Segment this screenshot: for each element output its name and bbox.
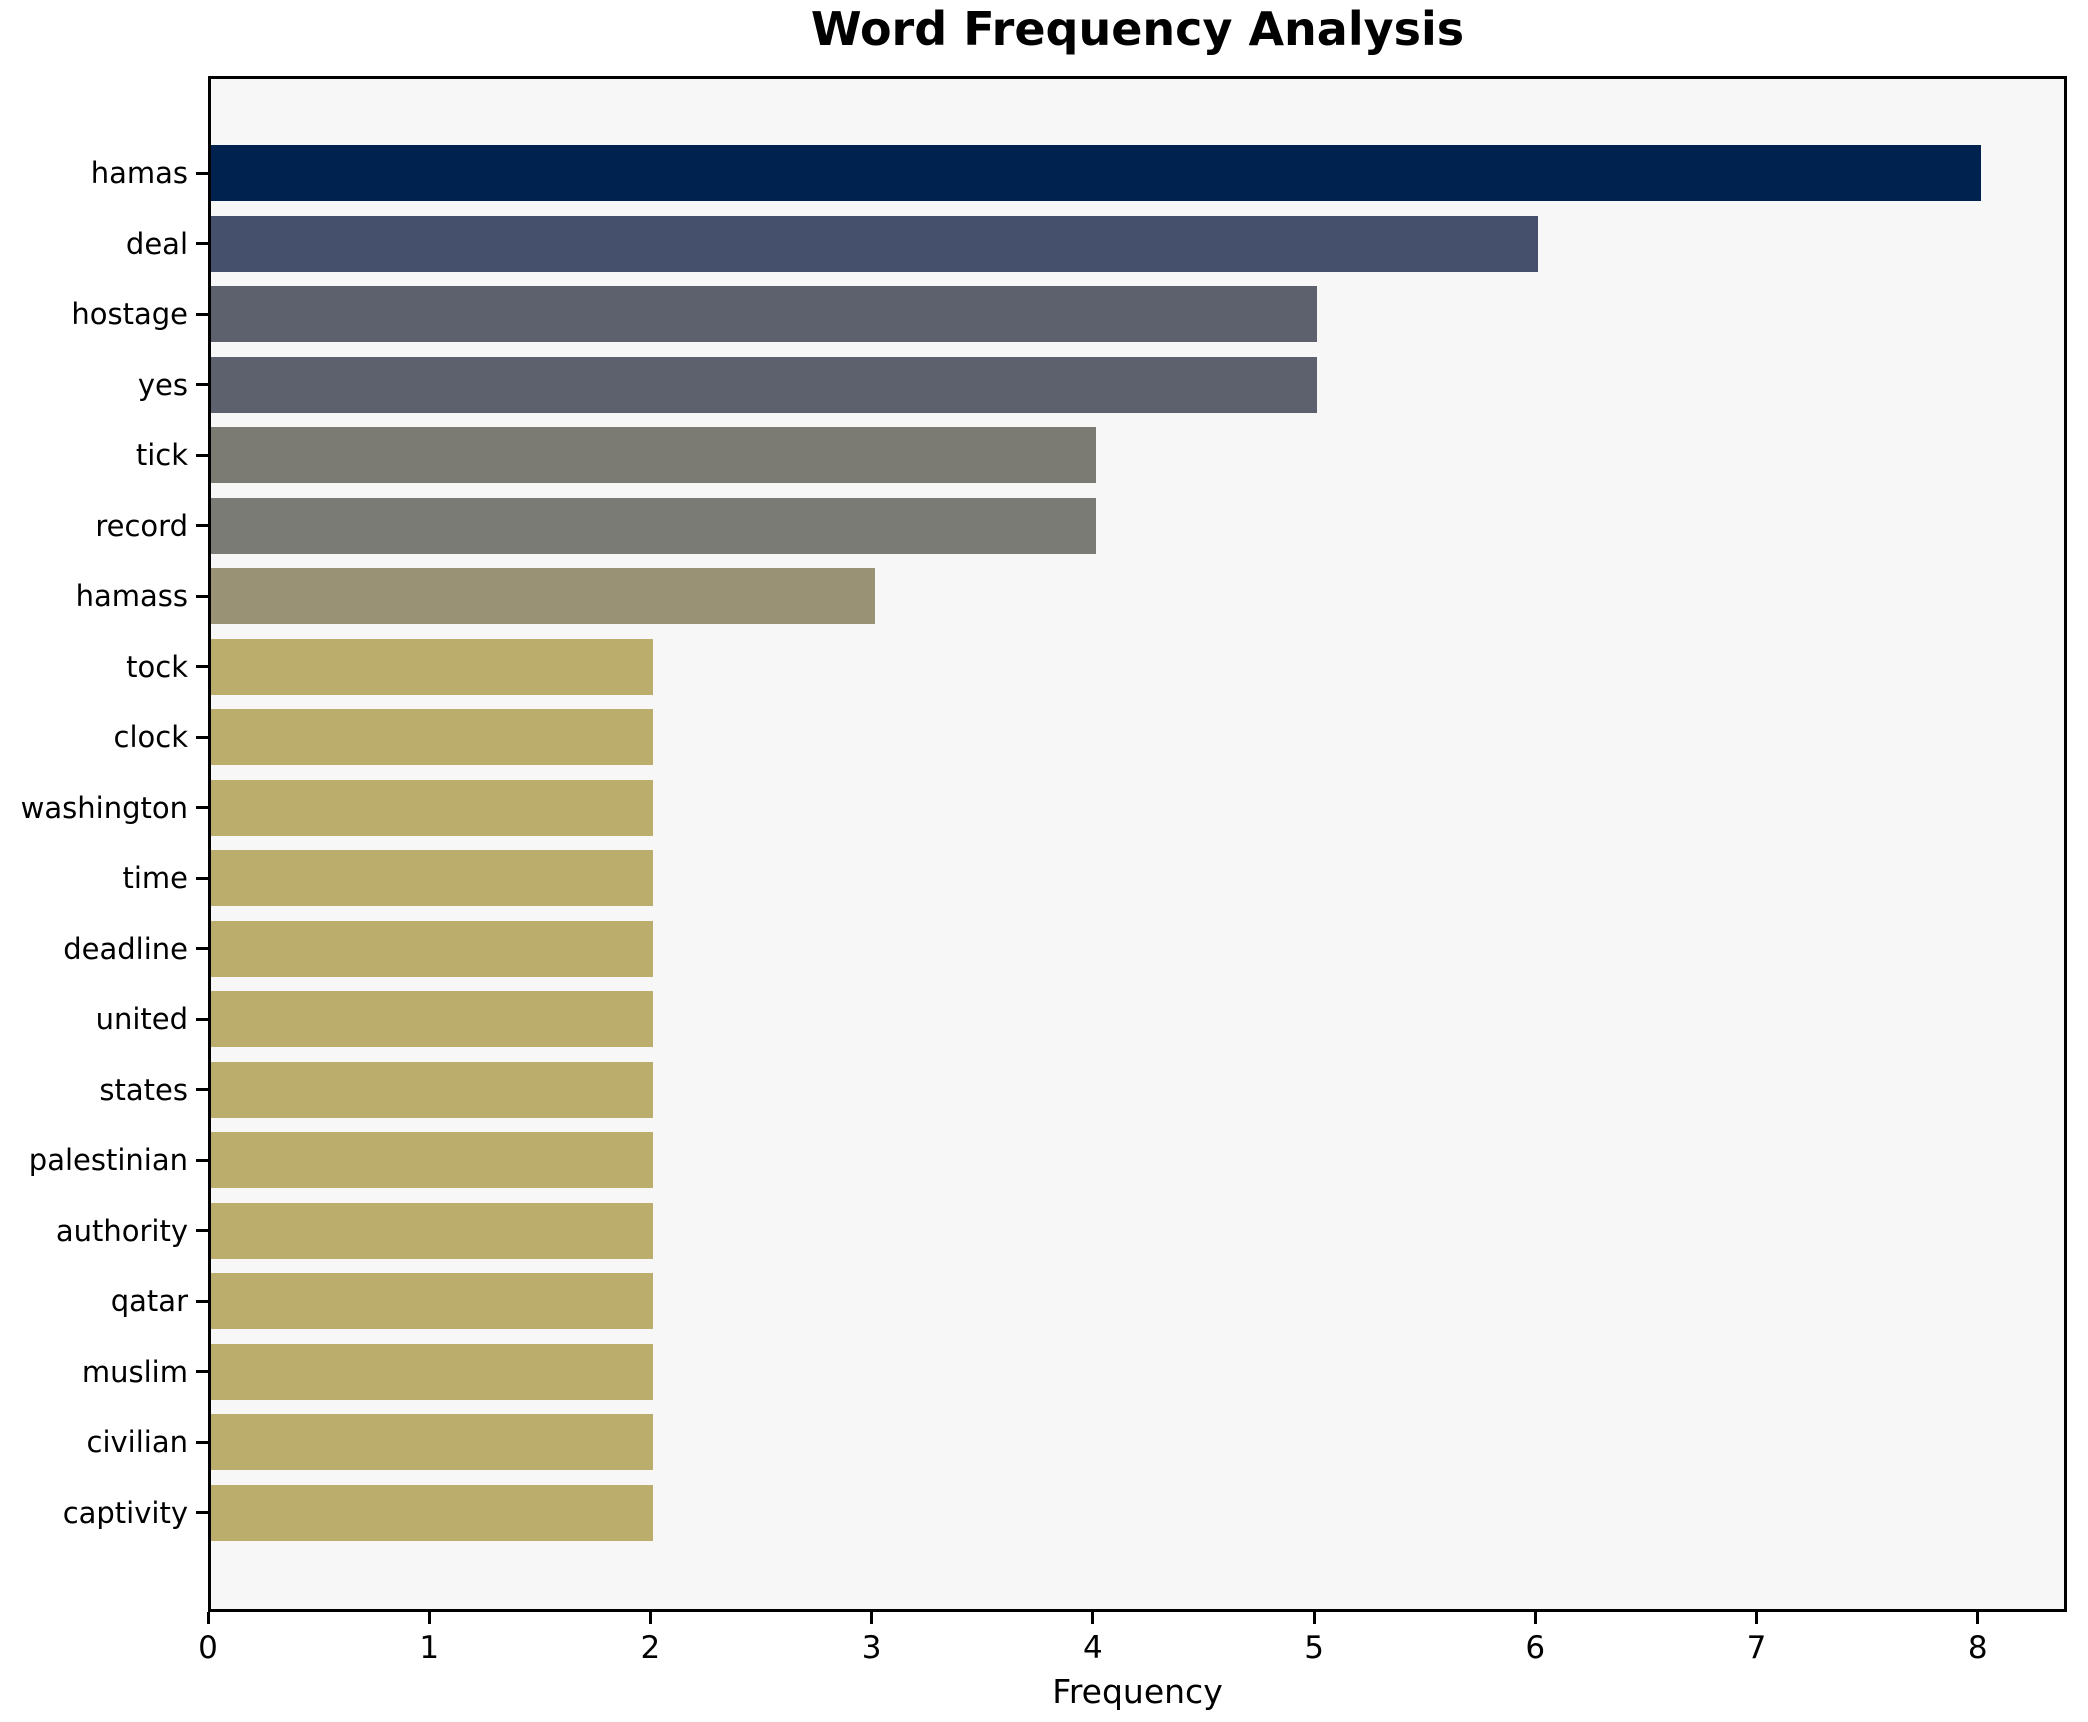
- y-tick-label: tick: [135, 438, 188, 472]
- y-tick-mark: [196, 1370, 208, 1373]
- y-tick-mark: [196, 1017, 208, 1021]
- y-tick-label: washington: [20, 790, 188, 825]
- y-tick-label: civilian: [86, 1425, 189, 1459]
- bar-muslim: [211, 1343, 654, 1400]
- y-tick-mark: [196, 1088, 208, 1091]
- y-tick-label: hamas: [90, 156, 188, 190]
- y-tick-label: united: [95, 1002, 188, 1036]
- x-tick-label: 4: [1082, 1630, 1103, 1666]
- x-tick-mark: [206, 1612, 210, 1624]
- y-tick-mark: [196, 524, 208, 527]
- y-tick-label: yes: [137, 367, 188, 402]
- y-tick-label: deadline: [63, 931, 188, 966]
- x-tick-label: 1: [419, 1630, 440, 1666]
- y-tick-label: qatar: [110, 1284, 188, 1318]
- y-tick-mark: [196, 806, 208, 809]
- y-tick-label: muslim: [81, 1354, 188, 1389]
- x-tick-mark: [648, 1612, 652, 1624]
- x-tick-label: 7: [1746, 1630, 1767, 1666]
- x-axis-label: Frequency: [1052, 1672, 1223, 1711]
- chart-title: Word Frequency Analysis: [810, 2, 1465, 56]
- y-tick-mark: [196, 1299, 208, 1303]
- bar-civilian: [211, 1414, 654, 1470]
- y-tick-label: hamass: [75, 579, 188, 613]
- y-tick-mark: [196, 1440, 208, 1444]
- y-tick-mark: [196, 383, 208, 386]
- bar-yes: [211, 356, 1318, 413]
- y-tick-mark: [196, 453, 208, 457]
- bar-authority: [211, 1202, 654, 1259]
- x-tick-mark: [1755, 1612, 1758, 1624]
- x-tick-label: 2: [640, 1630, 661, 1666]
- bar-hamass: [211, 568, 875, 624]
- x-tick-label: 6: [1525, 1630, 1546, 1666]
- plot-area: [208, 76, 2067, 1612]
- x-tick-label: 5: [1304, 1630, 1324, 1666]
- y-tick-mark: [196, 1158, 208, 1162]
- y-tick-mark: [196, 242, 208, 245]
- y-tick-mark: [196, 1511, 208, 1514]
- bar-states: [211, 1061, 654, 1118]
- y-tick-label: deal: [125, 226, 188, 261]
- x-tick-mark: [1312, 1612, 1316, 1624]
- y-tick-label: captivity: [62, 1495, 188, 1530]
- y-tick-mark: [196, 665, 208, 668]
- y-tick-label: time: [122, 861, 188, 895]
- bar-clock: [211, 709, 654, 765]
- y-tick-label: hostage: [71, 297, 188, 331]
- bar-washington: [211, 779, 654, 836]
- bar-deadline: [211, 920, 654, 977]
- y-tick-label: authority: [55, 1213, 188, 1248]
- x-tick-label: 0: [198, 1630, 218, 1666]
- y-tick-label: states: [99, 1072, 188, 1107]
- bar-palestinian: [211, 1132, 654, 1188]
- x-tick-mark: [427, 1612, 431, 1624]
- y-tick-mark: [196, 1229, 208, 1232]
- bar-united: [211, 991, 654, 1047]
- x-tick-label: 3: [861, 1630, 882, 1666]
- y-tick-mark: [196, 312, 208, 316]
- x-tick-mark: [1533, 1612, 1537, 1624]
- x-tick-label: 8: [1967, 1630, 1988, 1666]
- y-tick-mark: [196, 594, 208, 598]
- x-tick-mark: [1976, 1612, 1980, 1624]
- y-tick-label: record: [95, 508, 188, 543]
- x-tick-mark: [870, 1612, 874, 1624]
- y-tick-mark: [196, 171, 208, 175]
- bar-deal: [211, 215, 1539, 272]
- y-tick-mark: [196, 947, 208, 950]
- x-tick-mark: [1091, 1612, 1095, 1624]
- y-tick-mark: [196, 876, 208, 880]
- bar-time: [211, 850, 654, 906]
- y-tick-label: palestinian: [28, 1143, 188, 1177]
- y-tick-mark: [196, 735, 208, 739]
- bar-record: [211, 497, 1096, 554]
- y-tick-label: tock: [126, 649, 188, 684]
- bar-hamas: [211, 145, 1981, 201]
- bar-qatar: [211, 1273, 654, 1329]
- bar-hostage: [211, 286, 1318, 342]
- bar-tock: [211, 638, 654, 695]
- y-tick-label: clock: [113, 720, 188, 754]
- bar-tick: [211, 427, 1096, 483]
- bar-captivity: [211, 1484, 654, 1541]
